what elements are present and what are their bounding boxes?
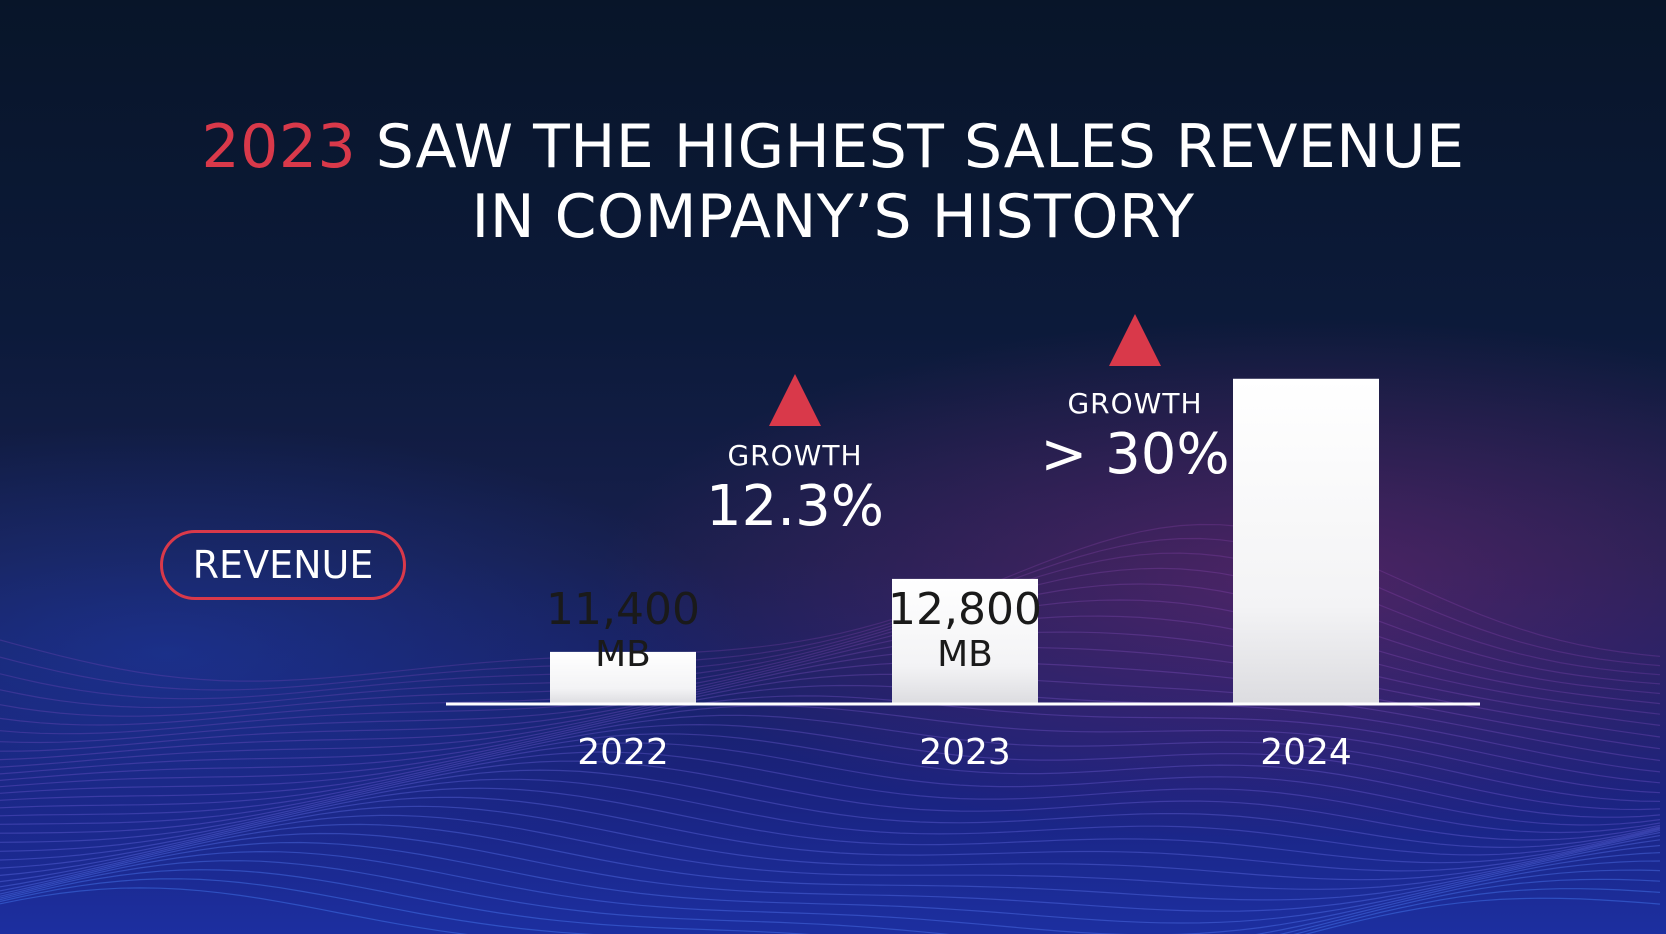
wave-line xyxy=(0,661,1661,761)
wave-line xyxy=(0,742,1661,826)
wave-line xyxy=(0,523,1661,682)
growth-up-arrow-icon xyxy=(1109,314,1161,366)
wave-line xyxy=(0,646,1661,752)
wave-line xyxy=(0,537,1661,691)
wave-line xyxy=(0,841,1661,924)
wave-line xyxy=(0,832,1661,912)
title-line-1: 2023 SAW THE HIGHEST SALES REVENUE xyxy=(0,112,1666,182)
growth-value: 12.3% xyxy=(706,474,884,539)
wave-line xyxy=(0,673,1661,768)
wave-line xyxy=(0,552,1661,700)
growth-callout-2023: GROWTH 12.3% xyxy=(690,374,900,538)
wave-line xyxy=(0,887,1661,934)
wave-line xyxy=(0,695,1661,784)
bar-value-label: 12,800 xyxy=(888,584,1042,635)
wave-line xyxy=(0,814,1661,890)
wave-line xyxy=(0,878,1661,934)
wave-line xyxy=(0,615,1661,735)
wave-line xyxy=(0,684,1661,775)
x-tick-label: 2024 xyxy=(1260,732,1352,773)
wave-line xyxy=(0,583,1661,717)
revenue-badge: REVENUE xyxy=(160,530,406,600)
wave-line xyxy=(0,823,1661,901)
page-title: 2023 SAW THE HIGHEST SALES REVENUE IN CO… xyxy=(0,112,1666,252)
wave-line xyxy=(0,787,1661,864)
growth-label: GROWTH xyxy=(1067,387,1203,420)
wave-line xyxy=(0,599,1661,726)
x-tick-label: 2023 xyxy=(919,732,1011,773)
growth-up-arrow-icon xyxy=(769,374,821,426)
growth-callout-2024: GROWTH > 30% xyxy=(1030,314,1240,486)
wave-line xyxy=(0,714,1661,802)
wave-line xyxy=(0,760,1661,841)
wave-line xyxy=(0,733,1661,818)
wave-line xyxy=(0,850,1661,934)
wave-line xyxy=(0,705,1661,794)
wave-line xyxy=(0,751,1661,834)
title-accent-year: 2023 xyxy=(201,112,357,182)
wave-line xyxy=(0,723,1661,811)
wave-line xyxy=(0,778,1661,856)
bar-unit-label: MB xyxy=(595,634,651,675)
bar-unit-label: MB xyxy=(937,634,993,675)
growth-label: GROWTH xyxy=(727,439,863,472)
title-line-1-rest: SAW THE HIGHEST SALES REVENUE xyxy=(356,112,1465,182)
bar-value-label: 11,400 xyxy=(546,584,700,635)
wave-line xyxy=(0,860,1661,934)
growth-value: > 30% xyxy=(1040,422,1230,487)
wave-line xyxy=(0,631,1661,744)
bar-2023 xyxy=(892,578,1038,704)
wave-line xyxy=(0,567,1661,709)
bar-2022 xyxy=(550,651,696,704)
x-tick-label: 2022 xyxy=(577,732,669,773)
wave-line xyxy=(0,796,1661,872)
title-line-2: IN COMPANY’S HISTORY xyxy=(471,182,1195,252)
wave-line xyxy=(0,769,1661,849)
bar-2024 xyxy=(1233,378,1379,704)
wave-line xyxy=(0,869,1661,934)
wave-line xyxy=(0,805,1661,881)
